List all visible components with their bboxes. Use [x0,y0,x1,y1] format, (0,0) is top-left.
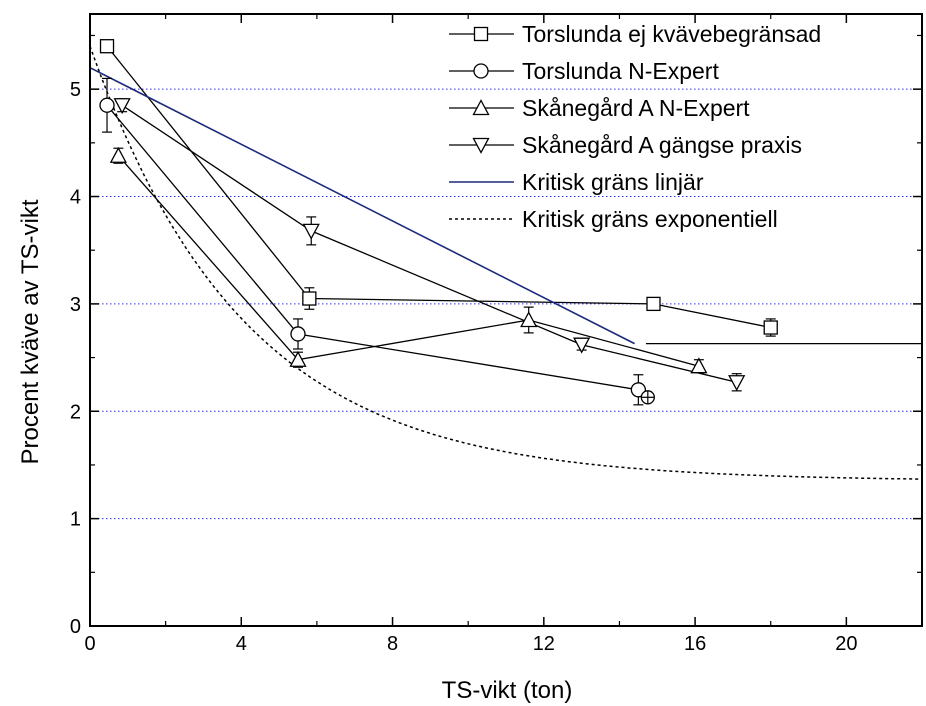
data-point-circle [630,382,647,398]
legend-label: Kritisk gräns exponentiell [522,206,778,232]
x-tick-label: 0 [84,633,95,655]
data-point-circle [290,326,306,342]
data-point-circle [99,97,115,113]
data-point-triangle-up [520,311,538,328]
y-tick-label: 1 [70,509,81,531]
series-lines [89,45,922,480]
data-point-triangle-down [728,375,746,392]
x-axis-label: TS-vikt (ton) [442,677,573,704]
x-tick-label: 20 [835,633,857,655]
series-line-square [106,45,771,329]
legend-label: Kritisk gräns linjär [522,169,704,195]
legend: Torslunda ej kvävebegränsad Torslunda N-E… [449,21,821,232]
x-tick-label: 12 [533,633,555,655]
data-point-square [99,39,115,54]
y-tick-label: 2 [70,401,81,423]
x-tick-label: 8 [387,633,398,655]
legend-entry: Torslunda N-Expert [449,58,719,84]
data-point-circle-plus [640,390,655,405]
x-tick-label: 16 [684,633,706,655]
legend-entry: Kritisk gräns exponentiell [449,206,778,232]
data-point-square [646,296,661,312]
plot-frame [89,13,923,627]
legend-label: Torslunda N-Expert [522,58,719,84]
legend-entry: Skånegård A gängse praxis [449,132,802,158]
legend-marker-triangle-down [472,137,490,154]
data-point-triangle-up [690,357,708,374]
y-axis-label: Procent kväve av TS-vikt [17,199,44,464]
data-markers [99,39,778,406]
y-tick-label: 3 [70,294,81,316]
legend-label: Skånegård A gängse praxis [522,132,802,158]
data-point-triangle-down [573,337,591,354]
data-point-triangle-up [109,146,127,163]
y-tick-label: 0 [70,616,81,638]
y-tick-label: 5 [70,79,81,101]
y-tick-label: 4 [70,187,81,209]
legend-label: Torslunda ej kvävebegränsad [522,21,821,47]
legend-marker-triangle-up [472,99,490,116]
data-point-triangle-down [302,223,320,240]
data-point-square [763,320,778,335]
legend-marker-circle [473,63,489,79]
data-point-triangle-up [289,350,307,367]
x-tick-label: 4 [236,633,247,655]
series-line-linear [89,66,635,345]
legend-entry: Torslunda ej kvävebegränsad [449,21,821,47]
legend-marker-square [473,26,489,42]
legend-entry: Kritisk gräns linjär [449,169,704,195]
series-line-exponential [89,45,922,480]
legend-entry: Skånegård A N-Expert [449,95,750,121]
data-point-square [302,291,317,306]
data-point-triangle-down [113,98,131,115]
grid-lines [90,88,922,520]
legend-label: Skånegård A N-Expert [522,95,750,121]
series-line-triangle-up [117,155,700,367]
series-line-triangle-down [121,104,737,383]
